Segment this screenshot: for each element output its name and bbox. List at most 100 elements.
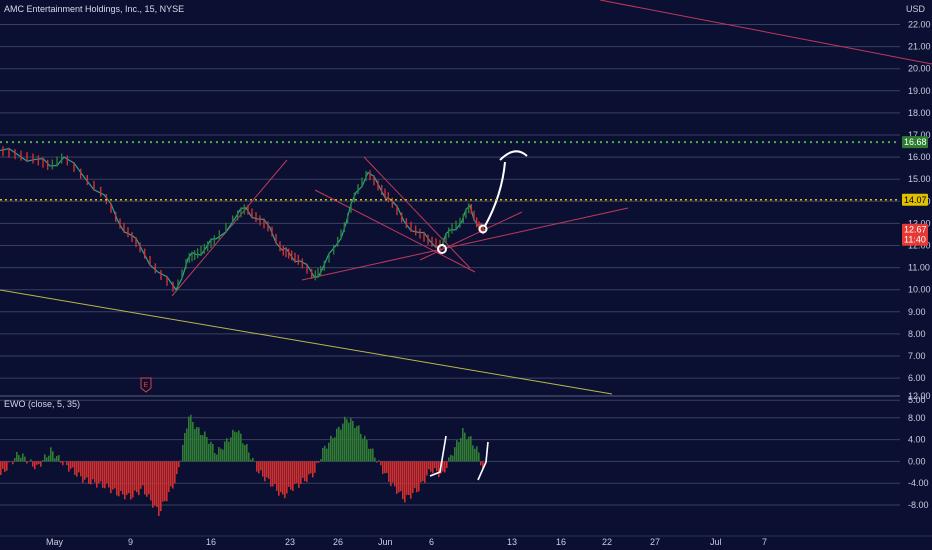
ewo-bar <box>430 461 432 472</box>
price-tick-label: 8.00 <box>908 329 926 339</box>
ewo-bar <box>360 433 362 462</box>
ewo-bar <box>460 437 462 462</box>
ewo-bar <box>342 423 344 462</box>
ewo-bar <box>438 461 440 478</box>
price-tick-label: 18.00 <box>908 108 931 118</box>
price-tick-label: 5.00 <box>908 395 926 405</box>
ewo-bar <box>238 430 240 462</box>
event-label: E <box>144 382 149 389</box>
ewo-bar <box>336 428 338 462</box>
time-tick-label: 6 <box>429 537 434 547</box>
trend-line-top <box>599 0 932 65</box>
ewo-bar <box>256 461 258 472</box>
ewo-bar <box>90 461 92 485</box>
ewo-bar <box>0 461 2 476</box>
ewo-bar <box>366 440 368 462</box>
ewo-bar <box>312 461 314 478</box>
price-tick-label: 13.00 <box>908 218 931 228</box>
ewo-bar <box>144 461 146 495</box>
ewo-bar <box>198 427 200 462</box>
ewo-bar <box>224 441 226 462</box>
ewo-bar <box>218 447 220 462</box>
ewo-bar <box>288 461 290 487</box>
circle-annotation <box>437 244 447 254</box>
price-tick-label: 17.00 <box>908 130 931 140</box>
ewo-bar <box>320 459 322 462</box>
ewo-bar <box>68 461 70 472</box>
ewo-bar <box>122 461 124 495</box>
ewo-bar <box>164 461 166 502</box>
ewo-bar <box>280 461 282 493</box>
ewo-bar <box>398 461 400 493</box>
ewo-bar <box>400 461 402 492</box>
ewo-bar <box>118 461 120 497</box>
ewo-bar <box>468 436 470 462</box>
ewo-bar <box>420 461 422 483</box>
ewo-bar <box>234 431 236 462</box>
price-marker-label: 14.07 <box>904 195 927 205</box>
ewo-bar <box>6 461 8 471</box>
ewo-bar <box>66 461 68 466</box>
price-marker-label: 11:40 <box>904 235 926 245</box>
time-tick-label: 26 <box>333 537 343 547</box>
ewo-bar <box>192 421 194 462</box>
price-marker-bg <box>902 193 928 206</box>
trend-line <box>363 156 471 269</box>
ewo-bar <box>426 461 428 476</box>
ewo-bar <box>220 448 222 462</box>
ewo-bar <box>124 461 126 500</box>
currency-label: USD <box>906 4 926 14</box>
ewo-bar <box>350 418 352 462</box>
ewo-bar <box>202 435 204 462</box>
ewo-bar <box>132 461 134 498</box>
price-marker-label: 12.67 <box>904 225 927 235</box>
ewo-bar <box>286 461 288 494</box>
ewo-bar <box>30 459 32 462</box>
ewo-bar <box>338 426 340 462</box>
ewo-bar <box>80 461 82 477</box>
ewo-bar <box>388 461 390 482</box>
ewo-bar <box>278 461 280 496</box>
ewo-bar <box>308 461 310 475</box>
time-tick-label: May <box>46 537 64 547</box>
ewo-bar <box>266 461 268 478</box>
time-tick-label: 27 <box>650 537 660 547</box>
ewo-bar <box>298 461 300 488</box>
ewo-bar <box>352 420 354 462</box>
ewo-bar <box>416 461 418 493</box>
price-line <box>0 148 485 291</box>
ewo-bar <box>276 461 278 491</box>
trend-line <box>171 159 288 297</box>
time-tick-label: Jun <box>378 537 393 547</box>
ewo-bar <box>46 457 48 462</box>
ewo-bar <box>384 461 386 474</box>
ewo-bar <box>396 461 398 494</box>
ewo-bar <box>446 461 448 469</box>
ewo-bar <box>84 461 86 480</box>
ewo-bar <box>270 461 272 487</box>
ewo-bar <box>42 460 44 462</box>
ewo-bar <box>112 461 114 490</box>
ewo-bar <box>424 461 426 483</box>
ewo-bar <box>414 461 416 489</box>
ewo-tick-label: 0.00 <box>908 456 926 466</box>
ewo-bar <box>152 461 154 508</box>
ewo-bar <box>174 461 176 484</box>
ewo-bar <box>356 426 358 462</box>
ewo-bar <box>402 461 404 500</box>
level-lines <box>0 141 900 201</box>
ewo-bar <box>160 461 162 512</box>
ewo-bar <box>478 452 480 462</box>
ewo-bar <box>432 461 434 474</box>
ewo-bar <box>250 459 252 462</box>
ewo-bar <box>284 461 286 499</box>
ewo-bar <box>168 461 170 492</box>
ewo-bar <box>310 461 312 474</box>
earnings-event-icon[interactable]: E <box>140 377 152 393</box>
ewo-bar <box>340 429 342 462</box>
ewo-bar <box>62 461 64 466</box>
ewo-bar <box>54 458 56 462</box>
ewo-bar <box>386 461 388 473</box>
ewo-bar <box>130 461 132 500</box>
